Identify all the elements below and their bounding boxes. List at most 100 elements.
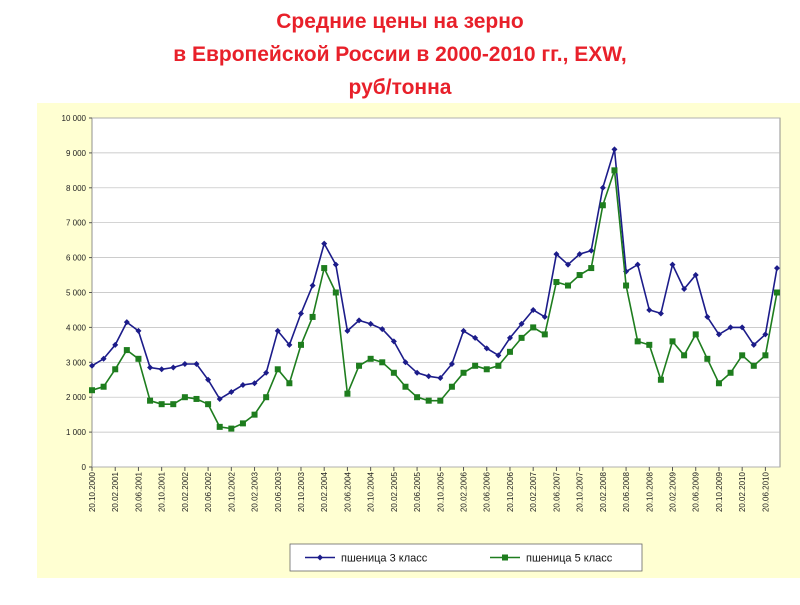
data-point [147, 397, 154, 404]
data-point [576, 251, 583, 258]
x-tick-label: 20.02.2010 [738, 471, 747, 512]
data-point [390, 338, 397, 345]
data-point [611, 167, 618, 174]
y-tick-label: 8 000 [66, 184, 87, 193]
data-point [704, 355, 711, 362]
data-point [634, 338, 641, 345]
series-line [91, 149, 778, 400]
data-point [483, 366, 490, 373]
data-point [379, 359, 386, 366]
data-point [286, 341, 293, 348]
data-point [739, 324, 746, 331]
chart-title: руб/тонна [349, 76, 452, 99]
data-point [460, 369, 467, 376]
y-tick-label: 5 000 [66, 289, 87, 298]
y-tick-label: 4 000 [66, 323, 87, 332]
data-point [460, 327, 467, 334]
data-point [681, 286, 688, 293]
x-tick-label: 20.06.2002 [204, 471, 213, 512]
x-tick-label: 20.10.2004 [367, 471, 376, 512]
data-point [158, 401, 165, 408]
data-point [112, 341, 119, 348]
data-point [228, 388, 235, 395]
data-point [170, 364, 177, 371]
x-tick-label: 20.10.2001 [158, 471, 167, 512]
data-point [135, 355, 142, 362]
data-point [356, 317, 363, 324]
data-point [518, 334, 525, 341]
data-point [472, 362, 479, 369]
x-tick-label: 20.02.2002 [181, 471, 190, 512]
x-tick-label: 20.10.2007 [576, 471, 585, 512]
data-point [448, 361, 455, 368]
chart-title: в Европейской России в 2000-2010 гг., EX… [173, 43, 627, 66]
data-point [483, 345, 490, 352]
data-point [541, 331, 548, 338]
data-point [565, 282, 572, 289]
data-point [553, 251, 560, 258]
x-tick-label: 20.02.2006 [460, 471, 469, 512]
data-point [158, 366, 165, 373]
data-point [646, 306, 653, 313]
x-tick-label: 20.10.2009 [715, 471, 724, 512]
data-point [506, 348, 513, 355]
data-point [762, 331, 769, 338]
data-point [715, 380, 722, 387]
data-point [216, 423, 223, 430]
x-tick-label: 20.10.2008 [645, 471, 654, 512]
data-point [518, 320, 525, 327]
data-point [123, 319, 130, 326]
data-point [379, 326, 386, 333]
data-point [135, 327, 142, 334]
data-point [390, 369, 397, 376]
series [89, 167, 780, 432]
series [89, 146, 780, 402]
data-point [228, 425, 235, 432]
data-point [669, 338, 676, 345]
y-tick-label: 10 000 [62, 114, 87, 123]
data-point [599, 184, 606, 191]
y-tick-label: 1 000 [66, 428, 87, 437]
data-point [681, 352, 688, 359]
data-point [588, 265, 595, 272]
data-point [286, 380, 293, 387]
x-tick-label: 20.06.2001 [134, 471, 143, 512]
data-point [437, 397, 444, 404]
data-point [530, 306, 537, 313]
data-point [448, 383, 455, 390]
data-point [216, 395, 223, 402]
data-point [437, 375, 444, 382]
data-point [193, 395, 200, 402]
x-tick-label: 20.06.2004 [343, 471, 352, 512]
x-tick-label: 20.02.2005 [390, 471, 399, 512]
data-point [89, 362, 95, 369]
y-tick-label: 2 000 [66, 393, 87, 402]
data-point [251, 380, 258, 387]
data-point [251, 411, 258, 418]
y-tick-label: 6 000 [66, 254, 87, 263]
data-point [321, 265, 328, 272]
data-point [472, 334, 479, 341]
data-point [553, 279, 560, 286]
data-point [762, 352, 769, 359]
data-point [100, 355, 107, 362]
data-point [112, 366, 119, 373]
data-point [657, 376, 664, 383]
data-point [599, 202, 606, 209]
data-point [414, 369, 421, 376]
data-point [541, 313, 548, 320]
x-tick-label: 20.06.2006 [483, 471, 492, 512]
data-point [147, 364, 154, 371]
legend-label: пшеница 3 класс [341, 553, 428, 565]
data-point [402, 359, 409, 366]
x-tick-label: 20.02.2004 [320, 471, 329, 512]
data-point [692, 331, 699, 338]
x-tick-label: 20.02.2003 [251, 471, 260, 512]
data-point [89, 387, 95, 394]
data-point [774, 289, 780, 296]
data-point [181, 361, 188, 368]
y-tick-label: 0 [82, 463, 87, 472]
data-point [715, 331, 722, 338]
